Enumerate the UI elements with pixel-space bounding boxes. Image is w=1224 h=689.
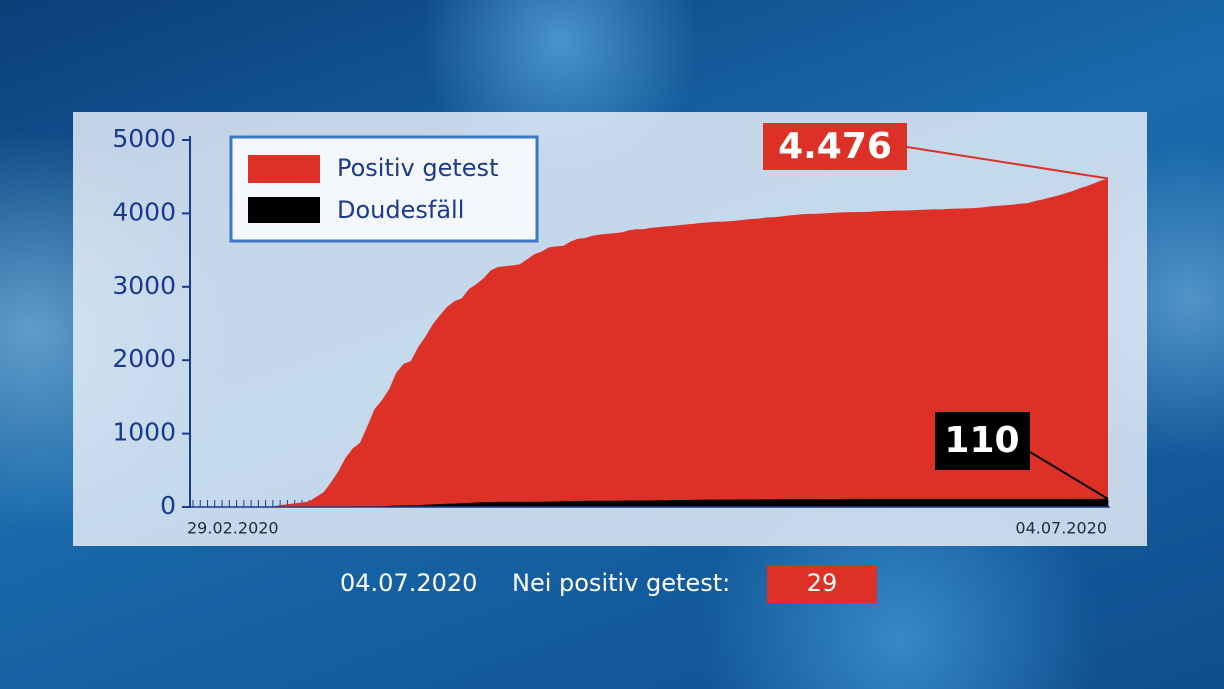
footer-value: 29 xyxy=(807,569,838,597)
legend-swatch xyxy=(248,155,320,183)
annotation-box xyxy=(935,412,1030,470)
annotation: 4.476 xyxy=(778,126,892,167)
legend-box xyxy=(229,135,539,243)
footer-date: 04.07.2020 xyxy=(340,569,477,597)
area xyxy=(193,178,1108,507)
legend-label: Doudesfäll xyxy=(337,196,464,224)
legend-swatch xyxy=(248,197,320,223)
x-tick-label: 04.07.2020 xyxy=(1015,519,1107,538)
y-tick-label: 3000 xyxy=(112,271,176,300)
plot-area xyxy=(192,178,1109,507)
footer-label: Nei positiv getest: xyxy=(512,569,730,597)
legend-label: Positiv getest xyxy=(337,154,498,182)
annotation: 110 xyxy=(944,420,1019,461)
y-tick-label: 2000 xyxy=(112,344,176,373)
y-tick-label: 4000 xyxy=(112,197,176,226)
annotation-leader xyxy=(1029,451,1109,500)
area xyxy=(193,498,1108,507)
legend: Positiv getest Doudesfäll xyxy=(229,135,539,243)
y-tick-label: 1000 xyxy=(112,418,176,447)
x-tick-label: 29.02.2020 xyxy=(187,519,279,538)
y-tick-label: 5000 xyxy=(112,124,176,153)
annotation-leader xyxy=(906,146,1109,180)
annotation-box xyxy=(763,123,907,170)
footer-value-box xyxy=(767,565,877,603)
y-tick-label: 0 xyxy=(160,491,176,520)
